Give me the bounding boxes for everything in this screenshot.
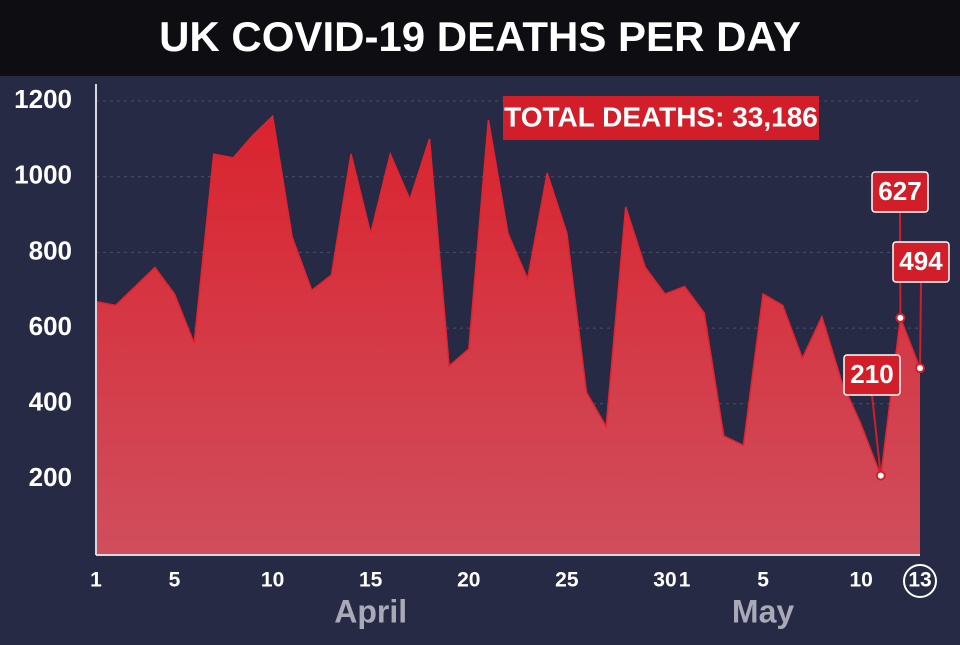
y-tick-label: 800 [29,235,72,265]
x-tick-label: 20 [457,569,480,592]
y-tick-label: 1000 [14,160,72,190]
total-annotation: TOTAL DEATHS: 33,186 [504,101,818,132]
x-tick-label: 13 [908,569,931,592]
data-label: 210 [850,359,893,389]
x-tick-label: 30 [653,569,676,592]
month-label: May [732,593,794,629]
x-tick-label: 5 [757,569,769,592]
month-label: April [334,593,407,629]
x-tick-label: 10 [849,569,872,592]
data-label: 627 [878,176,921,206]
chart-title: UK COVID-19 DEATHS PER DAY [159,13,801,60]
callout-line [920,282,921,368]
x-tick-label: 1 [90,569,102,592]
data-point [916,364,924,372]
data-point [896,314,904,322]
data-point [877,472,885,480]
x-tick-label: 10 [261,569,284,592]
y-tick-label: 400 [29,387,72,417]
x-tick-label: 5 [169,569,181,592]
x-tick-label: 15 [359,569,383,592]
data-label: 494 [899,246,943,276]
y-tick-label: 200 [29,462,72,492]
y-tick-label: 600 [29,311,72,341]
x-tick-label: 25 [555,569,579,592]
y-tick-label: 1200 [14,84,72,114]
x-tick-label: 1 [679,569,691,592]
